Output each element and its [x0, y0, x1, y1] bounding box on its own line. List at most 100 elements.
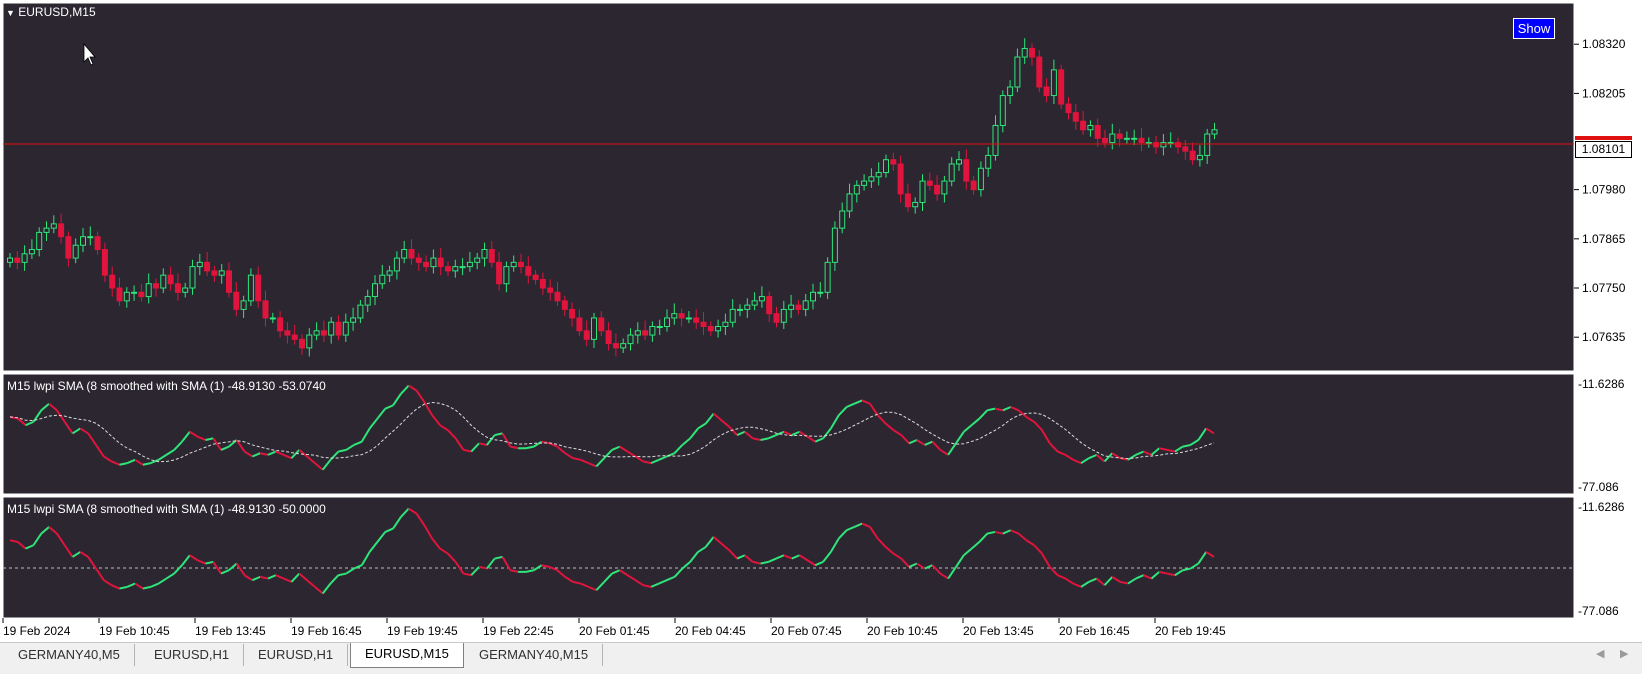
indicator-segment: [892, 429, 902, 436]
indicator-segment: [376, 408, 387, 420]
candle: [1189, 142, 1196, 165]
indicator-segment: [431, 537, 441, 550]
candle: [1029, 43, 1035, 66]
candle: [277, 311, 284, 338]
tab-scroll-right-icon[interactable]: ▶: [1620, 648, 1629, 660]
price-tick-label: 1.08320: [1582, 37, 1626, 51]
chart-tab[interactable]: GERMANY40,M15: [465, 644, 604, 666]
candle: [1072, 104, 1079, 130]
candle: [342, 313, 349, 342]
chart-tab[interactable]: GERMANY40,M5: [4, 644, 135, 666]
indicator-segment: [1010, 406, 1019, 412]
indicator-segment: [1049, 442, 1059, 453]
indicator-segment: [25, 544, 34, 550]
indicator-segment: [470, 442, 480, 453]
indicator-segment: [205, 560, 214, 565]
indicator-segment: [588, 462, 597, 468]
candle: [408, 239, 415, 265]
candle: [299, 334, 305, 355]
indicator-segment: [306, 579, 316, 588]
indicator-segment: [1166, 572, 1176, 577]
candle: [415, 252, 422, 271]
candle: [861, 174, 868, 191]
candle: [518, 253, 524, 274]
indicator-segment: [212, 437, 222, 451]
indicator-segment: [673, 444, 684, 454]
indicator-segment: [220, 445, 230, 451]
candle: [72, 238, 79, 264]
indicator-segment: [752, 437, 761, 441]
indicator-segment: [189, 430, 199, 438]
time-tick-label: 19 Feb 19:45: [387, 624, 458, 638]
indicator-segment: [619, 569, 629, 577]
indicator-segment: [1049, 566, 1059, 576]
indicator-segment: [384, 404, 394, 410]
indicator-segment: [987, 407, 996, 412]
candle: [211, 265, 218, 283]
chart-tab[interactable]: EURUSD,H1: [140, 644, 245, 666]
indicator-segment: [267, 450, 277, 456]
indicator-segment: [259, 452, 269, 456]
indicator-segment: [158, 577, 167, 585]
indicator-segment: [1197, 427, 1207, 441]
candle: [758, 286, 765, 308]
indicator-segment: [533, 564, 543, 572]
indicator-segment: [736, 430, 746, 436]
indicator-segment: [541, 564, 550, 568]
candle: [28, 239, 35, 259]
chart-window[interactable]: 1.08320 1.08205 1.07980 1.07865 1.07750 1.076…: [0, 0, 1642, 642]
indicator-segment: [447, 552, 457, 563]
candle: [182, 282, 189, 298]
indicator-segment: [947, 442, 957, 456]
indicator1-label: M15 lwpi SMA (8 smoothed with SMA (1) -4…: [7, 379, 326, 393]
candle: [138, 283, 145, 302]
indicator-segment: [939, 572, 949, 580]
indicator-segment: [400, 507, 410, 518]
indicator-segment: [1159, 570, 1168, 575]
show-button[interactable]: Show: [1513, 18, 1555, 39]
indicator-segment: [439, 547, 449, 555]
indicator-segment: [259, 575, 269, 580]
candle: [313, 322, 320, 341]
indicator-segment: [463, 448, 472, 453]
candle: [1160, 134, 1167, 156]
indicator-segment: [1189, 562, 1199, 570]
main-pane-bg: [3, 3, 1574, 371]
indicator-segment: [556, 445, 566, 454]
candle: [868, 168, 875, 188]
indicator-segment: [360, 427, 371, 443]
candle: [722, 313, 729, 336]
indicator-segment: [454, 437, 465, 451]
candle: [109, 266, 116, 297]
indicator-segment: [924, 440, 933, 446]
collapse-triangle-icon[interactable]: ▼: [6, 8, 15, 18]
chart-tab[interactable]: EURUSD,M15: [350, 643, 464, 668]
indicator-segment: [533, 440, 543, 448]
tab-scroll-left-icon[interactable]: ◀: [1596, 648, 1605, 660]
candle: [634, 322, 641, 344]
indicator-segment: [869, 526, 879, 540]
indicator-segment: [197, 559, 206, 565]
candle: [189, 259, 196, 295]
price-tick-label: 1.07980: [1582, 183, 1626, 197]
indicator-segment: [877, 537, 887, 548]
candle: [94, 231, 101, 255]
indicator-segment: [1010, 529, 1019, 535]
chart-tab[interactable]: EURUSD,H1: [244, 644, 349, 666]
indicator-segment: [306, 455, 316, 464]
indicator-segment: [48, 526, 58, 535]
indicator-segment: [134, 582, 144, 590]
indicator-segment: [63, 544, 74, 558]
chart-canvas[interactable]: 1.08320 1.08205 1.07980 1.07865 1.07750 1.076…: [0, 0, 1642, 642]
indicator-segment: [1033, 421, 1043, 431]
symbol-title[interactable]: ▼ EURUSD,M15: [6, 5, 96, 19]
candle: [80, 228, 86, 253]
indicator-segment: [126, 458, 136, 465]
time-tick-label: 19 Feb 13:45: [195, 624, 266, 638]
candle: [883, 154, 889, 178]
candle: [985, 146, 992, 177]
indicator-segment: [908, 439, 918, 445]
indicator-segment: [1135, 574, 1145, 580]
indicator-segment: [368, 417, 379, 430]
indicator-segment: [103, 455, 113, 463]
